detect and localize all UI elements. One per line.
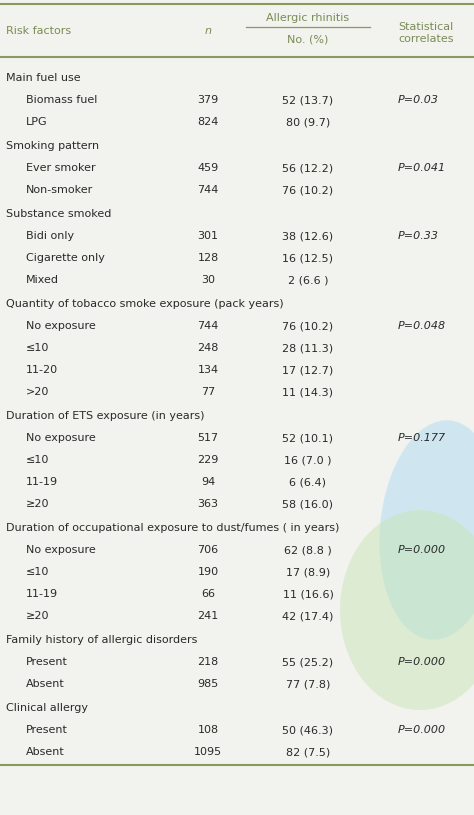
Text: 108: 108: [198, 725, 219, 735]
Text: 94: 94: [201, 478, 215, 487]
Text: Statistical: Statistical: [398, 23, 453, 33]
Text: 363: 363: [198, 500, 219, 509]
Text: P=0.000: P=0.000: [398, 545, 446, 556]
Text: ≤10: ≤10: [26, 343, 49, 354]
Text: Duration of occupational exposure to dust/fumes ( in years): Duration of occupational exposure to dus…: [6, 523, 339, 534]
Ellipse shape: [340, 510, 474, 710]
Text: 76 (10.2): 76 (10.2): [283, 186, 334, 196]
Text: 82 (7.5): 82 (7.5): [286, 747, 330, 757]
Text: Clinical allergy: Clinical allergy: [6, 703, 88, 713]
Text: 52 (13.7): 52 (13.7): [283, 95, 334, 105]
Text: 16 (7.0 ): 16 (7.0 ): [284, 456, 332, 465]
Text: 11 (16.6): 11 (16.6): [283, 589, 333, 600]
Text: P=0.041: P=0.041: [398, 164, 446, 174]
Text: 824: 824: [197, 117, 219, 127]
Text: Present: Present: [26, 725, 68, 735]
Text: 11-19: 11-19: [26, 589, 58, 600]
Text: 11-20: 11-20: [26, 365, 58, 376]
Text: 1095: 1095: [194, 747, 222, 757]
Text: Quantity of tobacco smoke exposure (pack years): Quantity of tobacco smoke exposure (pack…: [6, 299, 283, 310]
Text: correlates: correlates: [398, 34, 454, 45]
Text: P=0.048: P=0.048: [398, 321, 446, 332]
Text: P=0.000: P=0.000: [398, 658, 446, 667]
Text: LPG: LPG: [26, 117, 47, 127]
Text: Cigarette only: Cigarette only: [26, 253, 105, 263]
Text: Present: Present: [26, 658, 68, 667]
Text: Risk factors: Risk factors: [6, 25, 71, 36]
Text: Absent: Absent: [26, 747, 65, 757]
Text: P=0.03: P=0.03: [398, 95, 439, 105]
Text: 76 (10.2): 76 (10.2): [283, 321, 334, 332]
Text: Bidi only: Bidi only: [26, 231, 74, 241]
Text: 55 (25.2): 55 (25.2): [283, 658, 334, 667]
Text: Mixed: Mixed: [26, 275, 59, 285]
Text: 706: 706: [198, 545, 219, 556]
Text: 17 (12.7): 17 (12.7): [283, 365, 334, 376]
Text: 11 (14.3): 11 (14.3): [283, 387, 334, 398]
Text: 77: 77: [201, 387, 215, 398]
Text: 190: 190: [198, 567, 219, 578]
Text: 66: 66: [201, 589, 215, 600]
Text: 744: 744: [197, 321, 219, 332]
Text: Absent: Absent: [26, 680, 65, 689]
Text: 229: 229: [197, 456, 219, 465]
Text: No exposure: No exposure: [26, 321, 96, 332]
Text: No exposure: No exposure: [26, 434, 96, 443]
Text: 128: 128: [197, 253, 219, 263]
Text: 301: 301: [198, 231, 219, 241]
Text: 17 (8.9): 17 (8.9): [286, 567, 330, 578]
Text: 241: 241: [197, 611, 219, 622]
Text: 134: 134: [198, 365, 219, 376]
Text: 58 (16.0): 58 (16.0): [283, 500, 334, 509]
Text: 80 (9.7): 80 (9.7): [286, 117, 330, 127]
Text: ≤10: ≤10: [26, 456, 49, 465]
Text: 16 (12.5): 16 (12.5): [283, 253, 334, 263]
Text: 77 (7.8): 77 (7.8): [286, 680, 330, 689]
Text: Duration of ETS exposure (in years): Duration of ETS exposure (in years): [6, 412, 204, 421]
Text: Non-smoker: Non-smoker: [26, 186, 93, 196]
Text: 42 (17.4): 42 (17.4): [283, 611, 334, 622]
Text: Biomass fuel: Biomass fuel: [26, 95, 97, 105]
Text: 248: 248: [197, 343, 219, 354]
Text: 218: 218: [197, 658, 219, 667]
Text: n: n: [204, 25, 211, 36]
Text: No. (%): No. (%): [287, 34, 328, 44]
Text: 459: 459: [197, 164, 219, 174]
Text: Smoking pattern: Smoking pattern: [6, 142, 99, 152]
Text: 62 (8.8 ): 62 (8.8 ): [284, 545, 332, 556]
Text: Substance smoked: Substance smoked: [6, 209, 111, 219]
Text: P=0.33: P=0.33: [398, 231, 439, 241]
Text: 50 (46.3): 50 (46.3): [283, 725, 334, 735]
Text: 30: 30: [201, 275, 215, 285]
Text: 28 (11.3): 28 (11.3): [283, 343, 334, 354]
Text: Allergic rhinitis: Allergic rhinitis: [266, 13, 349, 23]
Text: No exposure: No exposure: [26, 545, 96, 556]
Text: 56 (12.2): 56 (12.2): [283, 164, 334, 174]
Text: ≤10: ≤10: [26, 567, 49, 578]
Text: Main fuel use: Main fuel use: [6, 73, 81, 83]
Text: ≥20: ≥20: [26, 500, 49, 509]
Text: 38 (12.6): 38 (12.6): [283, 231, 334, 241]
Text: 2 (6.6 ): 2 (6.6 ): [288, 275, 328, 285]
Ellipse shape: [380, 421, 474, 640]
Text: 517: 517: [198, 434, 219, 443]
Text: 744: 744: [197, 186, 219, 196]
Text: ≥20: ≥20: [26, 611, 49, 622]
Text: Ever smoker: Ever smoker: [26, 164, 96, 174]
Text: 11-19: 11-19: [26, 478, 58, 487]
Text: 985: 985: [197, 680, 219, 689]
Text: P=0.177: P=0.177: [398, 434, 446, 443]
Text: Family history of allergic disorders: Family history of allergic disorders: [6, 636, 197, 645]
Text: P=0.000: P=0.000: [398, 725, 446, 735]
Text: 52 (10.1): 52 (10.1): [283, 434, 334, 443]
Text: 379: 379: [197, 95, 219, 105]
Text: 6 (6.4): 6 (6.4): [290, 478, 327, 487]
Text: >20: >20: [26, 387, 49, 398]
